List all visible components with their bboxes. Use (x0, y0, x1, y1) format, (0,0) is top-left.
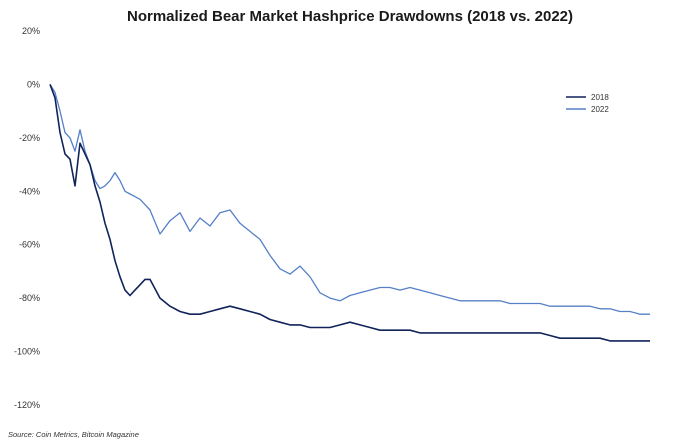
legend-label-2018: 2018 (591, 93, 609, 102)
y-tick-label: -80% (19, 293, 40, 303)
series-line-2018 (49, 84, 650, 342)
chart-title: Normalized Bear Market Hashprice Drawdow… (126, 8, 574, 25)
y-tick-label: -100% (14, 347, 40, 357)
y-tick-label: -60% (19, 240, 40, 250)
series-line-2022 (49, 84, 650, 315)
y-tick-label: -120% (14, 400, 40, 410)
source-note: Source: Coin Metrics, Bitcoin Magazine (8, 430, 139, 439)
y-tick-label: -40% (19, 186, 40, 196)
legend-label-2022: 2022 (591, 105, 609, 114)
y-tick-label: 20% (22, 26, 40, 36)
y-tick-label: -20% (19, 133, 40, 143)
y-tick-label: 0% (27, 79, 40, 89)
